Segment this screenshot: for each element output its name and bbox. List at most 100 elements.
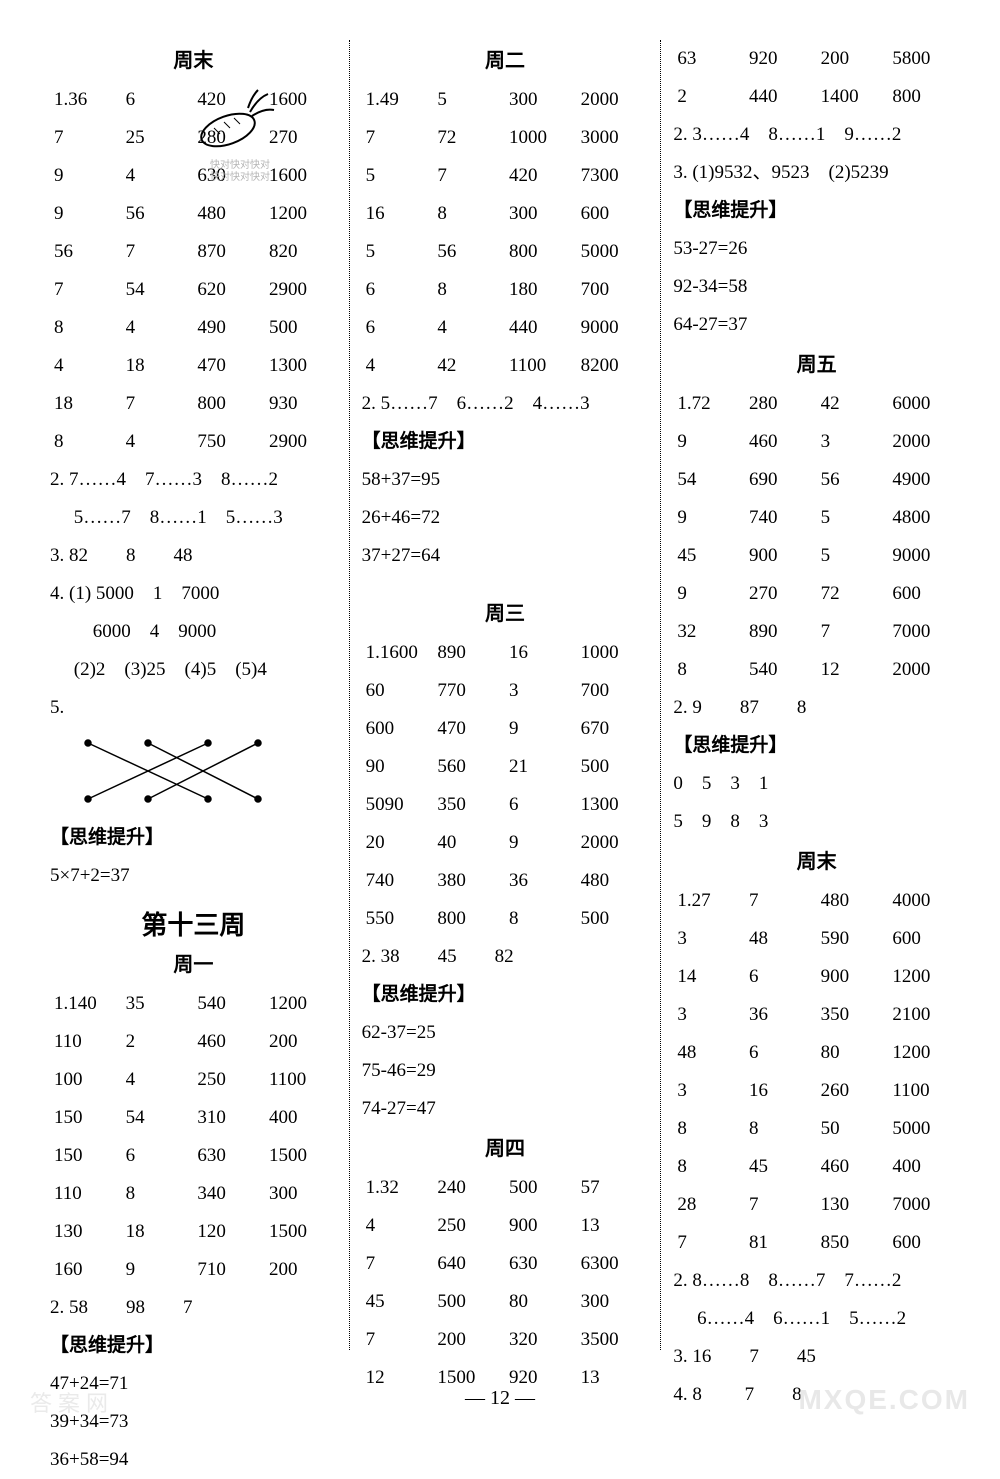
data-cell: 150 bbox=[50, 1137, 122, 1175]
data-row: 204092000 bbox=[362, 824, 649, 862]
text-line: 2. 9 87 8 bbox=[673, 689, 960, 727]
data-cell: 460 bbox=[193, 1023, 265, 1061]
data-cell: 1600 bbox=[265, 81, 337, 119]
data-cell: 2 bbox=[673, 78, 745, 116]
equation: 53-27=26 bbox=[673, 230, 960, 268]
data-cell: 45 bbox=[745, 1148, 817, 1186]
data-cell: 72 bbox=[817, 575, 889, 613]
data-cell: 54 bbox=[673, 461, 745, 499]
data-cell: 900 bbox=[745, 537, 817, 575]
data-row: 1.3224050057 bbox=[362, 1169, 649, 1207]
data-cell: 130 bbox=[50, 1213, 122, 1251]
data-row: 77210003000 bbox=[362, 119, 649, 157]
data-cell: 8 bbox=[433, 271, 505, 309]
data-cell: 800 bbox=[433, 900, 505, 938]
data-row: 927072600 bbox=[673, 575, 960, 613]
data-cell: 420 bbox=[505, 157, 577, 195]
data-row: 1.72280426000 bbox=[673, 385, 960, 423]
data-cell: 4 bbox=[122, 157, 194, 195]
data-row: 88505000 bbox=[673, 1110, 960, 1148]
data-cell: 9 bbox=[505, 824, 577, 862]
data-row: 24401400800 bbox=[673, 78, 960, 116]
data-cell: 1000 bbox=[505, 119, 577, 157]
heading-friday: 周五 bbox=[673, 348, 960, 377]
data-cell: 18 bbox=[122, 1213, 194, 1251]
data-cell: 640 bbox=[433, 1245, 505, 1283]
data-cell: 7 bbox=[122, 385, 194, 423]
data-cell: 6 bbox=[122, 1137, 194, 1175]
data-cell: 420 bbox=[193, 81, 265, 119]
data-cell: 1100 bbox=[265, 1061, 337, 1099]
thinking-heading: 【思维提升】 bbox=[50, 1327, 337, 1365]
data-cell: 14 bbox=[673, 958, 745, 996]
data-row: 725280270 bbox=[50, 119, 337, 157]
data-cell: 63 bbox=[673, 40, 745, 78]
data-cell: 500 bbox=[577, 748, 649, 786]
data-cell: 1400 bbox=[817, 78, 889, 116]
data-cell: 5800 bbox=[888, 40, 960, 78]
data-cell: 690 bbox=[745, 461, 817, 499]
data-cell: 3000 bbox=[577, 119, 649, 157]
text-line: 2. 58 98 7 bbox=[50, 1289, 337, 1327]
column-1: 周末 快对快对快对快对快对快对 1.3664201600725280270946… bbox=[40, 40, 347, 1350]
data-cell: 8 bbox=[50, 309, 122, 347]
data-cell: 6 bbox=[745, 958, 817, 996]
data-row: 1.2774804000 bbox=[673, 882, 960, 920]
data-cell: 600 bbox=[362, 710, 434, 748]
data-cell: 16 bbox=[745, 1072, 817, 1110]
data-cell: 260 bbox=[817, 1072, 889, 1110]
data-row: 639202005800 bbox=[673, 40, 960, 78]
data-cell: 600 bbox=[577, 195, 649, 233]
data-cell: 460 bbox=[817, 1148, 889, 1186]
data-cell: 8 bbox=[505, 900, 577, 938]
data-cell: 750 bbox=[193, 423, 265, 461]
text-line: 2. 7……4 7……3 8……2 bbox=[50, 461, 337, 499]
data-cell: 4800 bbox=[888, 499, 960, 537]
data-row: 644409000 bbox=[362, 309, 649, 347]
data-cell: 1100 bbox=[888, 1072, 960, 1110]
data-cell: 6 bbox=[505, 786, 577, 824]
data-cell: 9000 bbox=[888, 537, 960, 575]
data-cell: 500 bbox=[265, 309, 337, 347]
data-cell: 4 bbox=[122, 309, 194, 347]
data-row: 5568005000 bbox=[362, 233, 649, 271]
data-cell: 6 bbox=[745, 1034, 817, 1072]
data-row: 1.3664201600 bbox=[50, 81, 337, 119]
data-row: 1.140355401200 bbox=[50, 985, 337, 1023]
data-cell: 700 bbox=[577, 271, 649, 309]
data-cell: 6 bbox=[362, 309, 434, 347]
data-cell: 120 bbox=[193, 1213, 265, 1251]
data-cell: 200 bbox=[433, 1321, 505, 1359]
data-cell: 5 bbox=[817, 499, 889, 537]
data-row: 1.4953002000 bbox=[362, 81, 649, 119]
data-cell: 740 bbox=[745, 499, 817, 537]
data-cell: 490 bbox=[193, 309, 265, 347]
data-cell: 25 bbox=[122, 119, 194, 157]
data-cell: 630 bbox=[505, 1245, 577, 1283]
data-cell: 1.27 bbox=[673, 882, 745, 920]
equation: 5×7+2=37 bbox=[50, 857, 337, 895]
heading-weekend: 周末 bbox=[50, 44, 337, 73]
thinking-heading: 【思维提升】 bbox=[362, 976, 649, 1014]
data-cell: 7 bbox=[817, 613, 889, 651]
data-cell: 300 bbox=[265, 1175, 337, 1213]
data-cell: 380 bbox=[433, 862, 505, 900]
data-cell: 1100 bbox=[505, 347, 577, 385]
data-cell: 270 bbox=[265, 119, 337, 157]
watermark-left: 答案网 bbox=[30, 1386, 114, 1418]
content-columns: 周末 快对快对快对快对快对快对 1.3664201600725280270946… bbox=[40, 40, 970, 1350]
data-cell: 500 bbox=[505, 1169, 577, 1207]
data-cell: 1600 bbox=[265, 157, 337, 195]
data-row: 54690564900 bbox=[673, 461, 960, 499]
data-cell: 350 bbox=[433, 786, 505, 824]
data-cell: 45 bbox=[362, 1283, 434, 1321]
data-cell: 3 bbox=[817, 423, 889, 461]
data-cell: 900 bbox=[817, 958, 889, 996]
data-row: 72003203500 bbox=[362, 1321, 649, 1359]
data-row: 781850600 bbox=[673, 1224, 960, 1262]
heading-weekend: 周末 bbox=[673, 845, 960, 874]
data-cell: 2000 bbox=[577, 824, 649, 862]
data-cell: 310 bbox=[193, 1099, 265, 1137]
data-row: 607703700 bbox=[362, 672, 649, 710]
data-cell: 1.32 bbox=[362, 1169, 434, 1207]
